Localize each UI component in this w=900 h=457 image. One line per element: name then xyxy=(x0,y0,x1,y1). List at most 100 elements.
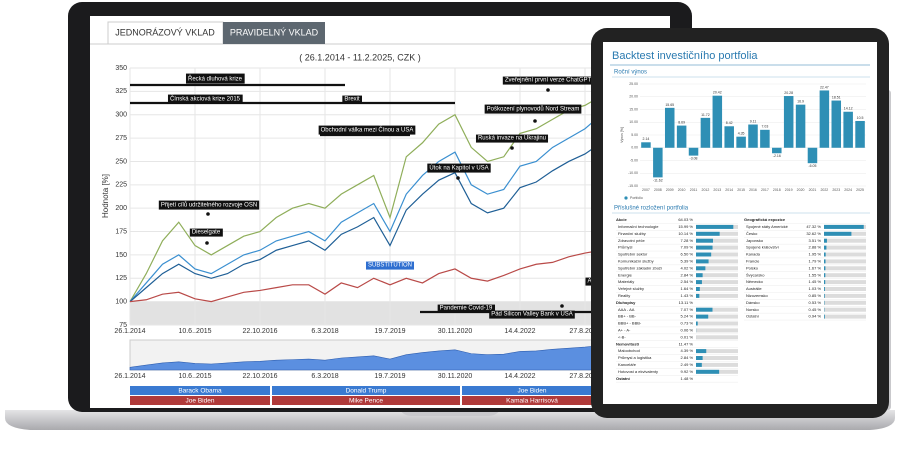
x-tick-label: 2019 xyxy=(785,188,793,192)
bar-track xyxy=(824,239,866,243)
row-value: 0.53 % xyxy=(809,300,822,305)
row-value: 6.50 % xyxy=(681,252,694,257)
bar xyxy=(701,118,711,148)
row-value: 1.64 % xyxy=(681,286,694,291)
bar xyxy=(641,142,651,147)
x-tick-label: 2014 xyxy=(725,188,733,192)
navigator-tick-label: 22.10.2016 xyxy=(242,373,277,380)
navigator-tick-label: 6.3.2018 xyxy=(311,373,338,380)
row-name: Spojené státy Americké xyxy=(746,224,789,229)
bar xyxy=(653,148,663,178)
x-tick-label: 2022 xyxy=(820,188,828,192)
row-value: 7.09 % xyxy=(681,245,694,250)
bar xyxy=(855,121,865,148)
event-dot xyxy=(205,241,209,245)
row-name: AAA - AA xyxy=(618,307,635,312)
bar-value-label: 11.72 xyxy=(701,113,710,117)
bar-value-label: 7.03 xyxy=(761,125,768,129)
row-name: Kanada xyxy=(746,252,761,257)
share-bar xyxy=(696,225,733,229)
bar-track xyxy=(696,280,738,284)
bar xyxy=(665,108,675,148)
navigator-tick-label: 10.6..2015 xyxy=(178,373,211,380)
x-tick-label: 19.7.2019 xyxy=(374,328,405,335)
row-value: 2.49 % xyxy=(681,362,694,367)
row-value: 1.67 % xyxy=(809,265,822,270)
navigator-tick-label: 30.11.2020 xyxy=(438,373,473,380)
row-name: Ostatní xyxy=(746,314,760,319)
row-value: 13.11 % xyxy=(679,300,694,305)
row-value: 0.06 % xyxy=(681,327,694,332)
bar-value-label: 10.5 xyxy=(857,116,864,120)
row-value: 15.99 % xyxy=(678,224,693,229)
share-bar xyxy=(696,253,711,257)
y-tick-label: 0.00 xyxy=(631,146,638,150)
row-name: Francie xyxy=(746,258,760,263)
bar-track xyxy=(824,315,866,319)
row-name: Švýcarsko xyxy=(746,272,765,277)
bar xyxy=(843,112,853,148)
row-value: 1.03 % xyxy=(809,286,822,291)
row-value: 1.95 % xyxy=(809,252,822,257)
share-bar xyxy=(696,349,706,353)
tab-label[interactable]: JEDNORÁZOVÝ VKLAD xyxy=(115,27,215,37)
navigator-tick-label: 19.7.2019 xyxy=(374,373,405,380)
row-value: 11.47 % xyxy=(679,341,694,346)
share-bar xyxy=(824,246,826,250)
x-tick-label: 6.3.2018 xyxy=(311,328,338,335)
section-title: Roční výnos xyxy=(614,70,647,76)
row-value: 10.14 % xyxy=(678,231,693,236)
y-tick-label: 200 xyxy=(115,205,127,212)
bar-track xyxy=(824,280,866,284)
event-dot xyxy=(206,212,210,216)
y-axis-label: Výnos [%] xyxy=(620,127,624,143)
bar-track xyxy=(824,287,866,291)
navigator-tick-label: 26.1.2014 xyxy=(114,373,145,380)
bar xyxy=(748,125,758,148)
x-tick-label: 30.11.2020 xyxy=(438,328,473,335)
row-value: 2.84 % xyxy=(681,355,694,360)
bar-value-label: 4.35 xyxy=(738,132,745,136)
y-tick-label: 15.00 xyxy=(629,107,638,111)
y-tick-label: -15.00 xyxy=(628,184,638,188)
share-bar xyxy=(696,280,702,284)
row-value: 64.03 % xyxy=(678,217,693,222)
navigator-tick-label: 14.4.2022 xyxy=(504,373,535,380)
y-tick-label: 325 xyxy=(115,88,127,95)
row-value: 7.07 % xyxy=(681,307,694,312)
x-tick-label: 2015 xyxy=(737,188,745,192)
annotation-label: Obchodní válka mezi Čínou a USA xyxy=(321,127,414,134)
group-name: Ostatní xyxy=(616,376,631,381)
bar-track xyxy=(824,273,866,277)
row-value: 1.43 % xyxy=(681,293,694,298)
x-tick-label: 2025 xyxy=(856,188,864,192)
row-name: Komunikační služby xyxy=(618,258,654,263)
row-name: Energie xyxy=(618,272,633,277)
y-tick-label: 10.00 xyxy=(629,120,638,124)
panel-title: Backtest investičního portfolia xyxy=(612,50,758,62)
bar-value-label: 20.42 xyxy=(713,91,722,95)
x-tick-label: 10.6..2015 xyxy=(178,328,211,335)
bar xyxy=(772,148,782,154)
bar-value-label: 15.65 xyxy=(665,103,674,107)
tab-label[interactable]: PRAVIDELNÝ VKLAD xyxy=(230,27,319,37)
share-bar xyxy=(696,308,712,312)
annotation-label: Zveřejnění první verze ChatGPT xyxy=(505,78,592,84)
bar-track xyxy=(824,301,866,305)
row-value: 0.94 % xyxy=(809,314,822,319)
x-tick-label: 22.10.2016 xyxy=(242,328,277,335)
share-bar xyxy=(696,315,708,319)
annotation-label: Řecká dluhová krize xyxy=(188,75,243,83)
group-name: Dluhopisy xyxy=(616,300,636,305)
y-axis-label: Hodnota [%] xyxy=(101,174,110,218)
row-name: Kanceláře xyxy=(618,362,637,367)
row-value: 1.79 % xyxy=(809,258,822,263)
y-tick-label: 20.00 xyxy=(629,95,638,99)
y-tick-label: 225 xyxy=(115,182,127,189)
row-value: 4.39 % xyxy=(681,348,694,353)
x-tick-label: 2010 xyxy=(678,188,686,192)
y-tick-label: 275 xyxy=(115,135,127,142)
row-value: 47.32 % xyxy=(806,224,821,229)
row-value: 0.01 % xyxy=(681,334,694,339)
